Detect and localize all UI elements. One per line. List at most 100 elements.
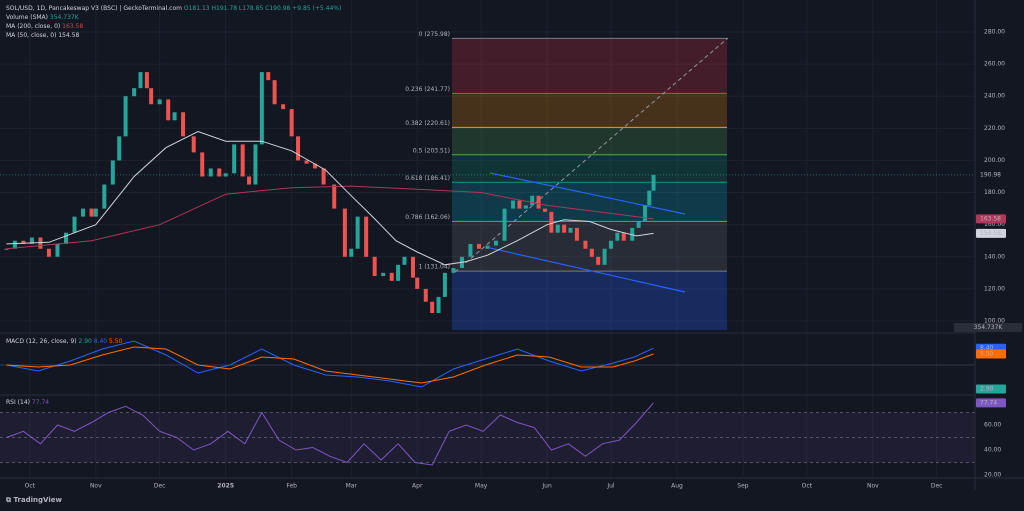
candle: [259, 72, 264, 145]
candle: [332, 184, 337, 209]
y-tick-label: 200.00: [984, 157, 1005, 164]
price-badge-label: 77.74: [980, 399, 997, 406]
candle: [355, 216, 360, 249]
fib-label: 0.382 (220.61): [405, 120, 450, 127]
x-tick-label: Dec: [931, 483, 943, 490]
candle: [12, 240, 17, 249]
candle: [157, 99, 162, 105]
y-tick-label: 220.00: [984, 125, 1005, 132]
candle: [430, 301, 435, 313]
fib-label: 0.618 (186.41): [405, 175, 450, 182]
rsi-legend: RSI (14) 77.74: [6, 399, 49, 406]
candle: [223, 173, 228, 177]
candle: [436, 296, 441, 313]
price-badge-label: 8.40: [980, 345, 994, 352]
x-tick-label: Feb: [286, 483, 297, 490]
candle: [485, 245, 490, 249]
candle: [240, 144, 245, 177]
candle: [63, 232, 68, 244]
price-badge-label: 163.58: [980, 215, 1001, 222]
price-badge-label: 154.58: [980, 230, 1001, 237]
grid: [0, 0, 975, 478]
candle: [272, 80, 277, 105]
candle: [596, 256, 601, 265]
candle: [372, 256, 377, 277]
candle: [502, 208, 507, 241]
candle: [289, 109, 294, 137]
candle: [110, 160, 115, 185]
fib-label: 0.5 (203.51): [413, 147, 450, 154]
y-tick-label: 260.00: [984, 61, 1005, 68]
indicator-name: MACD (12, 26, close, 9): [6, 338, 77, 345]
price-badge: [976, 170, 1006, 180]
candle: [494, 240, 499, 246]
candle: [423, 288, 428, 302]
x-tick-label: Apr: [412, 483, 423, 490]
indicator-value: 2.90: [78, 338, 92, 345]
volume-badge-label: 354.737K: [974, 324, 1004, 331]
y-tick-label: 280.00: [984, 28, 1005, 35]
y-tick-label: 160.00: [984, 221, 1005, 228]
candle: [21, 240, 26, 244]
price-badge: [976, 214, 1006, 224]
price-badge: [976, 384, 1006, 394]
indicator-name: MA (200, close, 0): [6, 23, 60, 30]
candle: [476, 243, 481, 249]
fib-trend-line: [454, 37, 729, 273]
candle: [381, 272, 386, 277]
volume-legend: Volume (SMA) 354.737K: [6, 14, 80, 21]
candle: [172, 112, 177, 121]
candle: [304, 160, 309, 164]
candle: [583, 240, 588, 249]
candle: [364, 216, 369, 257]
candle: [517, 200, 522, 209]
candle: [166, 99, 171, 121]
ma200-legend: MA (200, close, 0) 163.58: [6, 23, 83, 30]
candle: [468, 243, 473, 257]
candle: [102, 184, 107, 209]
y-tick-label: 40.00: [984, 447, 1001, 454]
indicator-value: 154.58: [58, 32, 79, 39]
ohlc: O181.13 H191.78 L178.85 C190.98 +9.85 (+…: [184, 5, 341, 12]
candle: [232, 144, 237, 174]
candle: [615, 232, 620, 241]
candle: [191, 136, 196, 153]
candle: [602, 248, 607, 265]
candle: [511, 200, 516, 209]
candle: [396, 264, 401, 281]
candle: [149, 88, 154, 105]
indicator-value: 163.58: [62, 23, 83, 30]
candle: [4, 248, 9, 250]
y-tick-label: 180.00: [984, 189, 1005, 196]
candle: [266, 72, 271, 81]
series-line: [6, 346, 654, 384]
plot: [0, 72, 975, 466]
x-tick-label: Nov: [90, 483, 102, 490]
x-tick-label: May: [475, 483, 488, 490]
candle: [89, 208, 94, 217]
indicator-name: RSI (14): [6, 399, 30, 406]
candle: [568, 227, 573, 233]
candle: [523, 205, 528, 209]
y-tick-label: 100.00: [984, 318, 1005, 325]
candle: [574, 227, 579, 241]
price-badge: [976, 398, 1006, 408]
fib-label: 0.786 (162.06): [405, 214, 450, 221]
candle: [132, 88, 137, 97]
candle: [144, 72, 149, 89]
candle: [589, 248, 594, 257]
candle: [46, 248, 51, 257]
candle: [38, 237, 43, 249]
indicator-value: 8.40: [94, 338, 108, 345]
header: SOL/USD, 1D, Pancakeswap V3 (BSC) | Geck…: [6, 5, 341, 12]
price-badge-label: 2.90: [980, 386, 994, 393]
y-tick-label: 60.00: [984, 422, 1001, 429]
y-tick-label: 20.00: [984, 472, 1001, 479]
candle: [253, 144, 258, 185]
y-tick-label: 120.00: [984, 285, 1005, 292]
price-badge-label: 190.98: [980, 171, 1001, 178]
fib-label: 1 (131.04): [419, 264, 450, 271]
candle: [281, 104, 286, 110]
candle: [562, 224, 567, 233]
candle: [208, 168, 213, 177]
